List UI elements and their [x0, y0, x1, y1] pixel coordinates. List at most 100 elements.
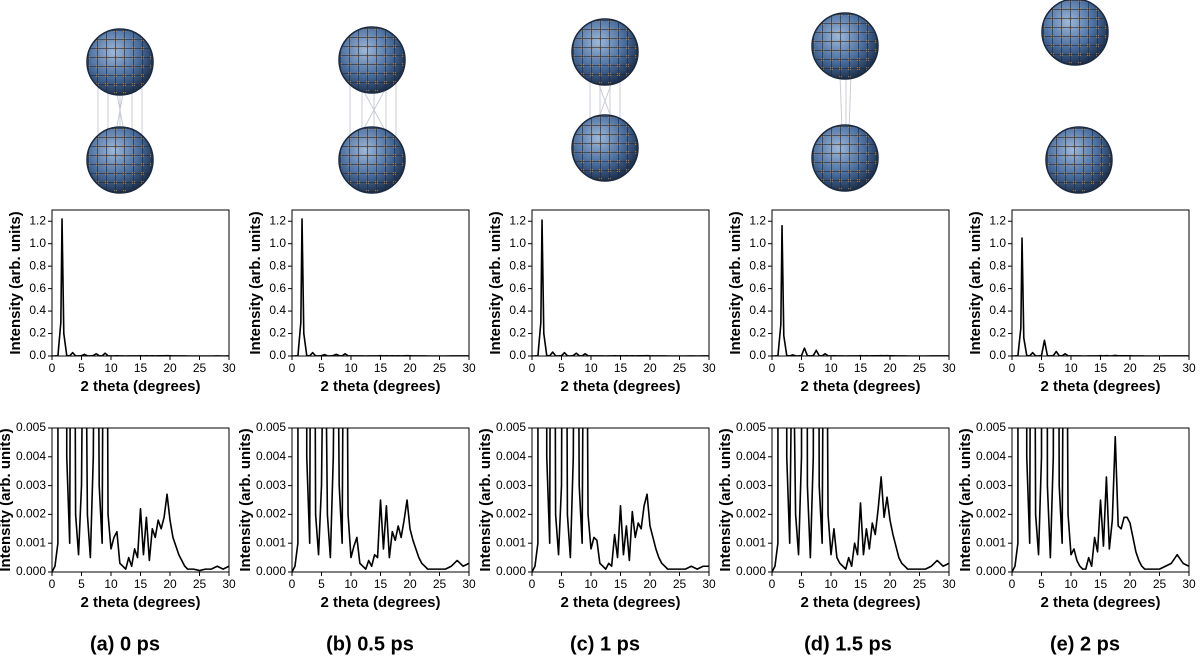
- data-line: [52, 218, 229, 356]
- y-tick-label: 0.000: [256, 564, 286, 578]
- y-tick-label: 0.4: [509, 303, 526, 317]
- x-axis-label: 2 theta (degrees): [1040, 594, 1160, 611]
- y-tick-label: 0.6: [269, 281, 286, 295]
- panel-caption: (b) 0.5 ps: [326, 633, 414, 655]
- data-line: [532, 219, 709, 356]
- y-axis-label: Intensity (arb. units): [247, 211, 264, 354]
- x-tick-label: 0: [769, 361, 776, 375]
- y-tick-label: 0.6: [29, 281, 46, 295]
- y-tick-label: 0.001: [496, 535, 526, 549]
- y-tick-label: 0.2: [29, 326, 46, 340]
- y-tick-label: 0.003: [976, 478, 1006, 492]
- x-tick-label: 5: [78, 361, 85, 375]
- x-tick-label: 30: [702, 577, 716, 591]
- y-tick-label: 0.003: [736, 478, 766, 492]
- y-axis-label: Intensity (arb. units): [717, 428, 734, 571]
- x-axis-label: 2 theta (degrees): [80, 378, 200, 395]
- plot-frame: [1011, 427, 1190, 573]
- x-tick-label: 20: [1123, 577, 1137, 591]
- x-tick-label: 5: [78, 577, 85, 591]
- y-tick-label: 1.0: [509, 236, 526, 250]
- plot-frame: [771, 427, 950, 573]
- x-tick-label: 0: [1009, 577, 1016, 591]
- y-tick-label: 0.003: [256, 478, 286, 492]
- x-tick-label: 20: [403, 577, 417, 591]
- y-tick-label: 0.001: [736, 535, 766, 549]
- data-line: [1012, 428, 1189, 572]
- y-tick-label: 0.000: [976, 564, 1006, 578]
- x-tick-label: 30: [702, 361, 716, 375]
- x-tick-label: 15: [854, 577, 868, 591]
- y-tick-label: 0.2: [269, 326, 286, 340]
- x-tick-label: 25: [1153, 361, 1167, 375]
- x-tick-label: 10: [104, 577, 118, 591]
- y-tick-label: 0.004: [16, 449, 46, 463]
- chart: 0.0 0.2 0.4 0.6 0.8 1.0 1.2 0 5 10 15 20 25 30 2 theta…: [7, 209, 236, 395]
- x-tick-label: 5: [798, 361, 805, 375]
- y-tick-label: 0.8: [269, 258, 286, 272]
- x-tick-label: 5: [558, 361, 565, 375]
- y-tick-label: 0.8: [749, 258, 766, 272]
- data-line: [1012, 237, 1189, 356]
- y-tick-label: 0.2: [509, 326, 526, 340]
- plot-frame: [51, 209, 230, 357]
- x-tick-label: 25: [913, 577, 927, 591]
- y-tick-label: 1.2: [749, 213, 766, 227]
- x-tick-label: 20: [1123, 361, 1137, 375]
- x-tick-label: 30: [1182, 577, 1196, 591]
- data-line: [52, 428, 229, 572]
- chart: 0.0 0.2 0.4 0.6 0.8 1.0 1.2 0 5 10 15 20 25 30 2 theta…: [967, 209, 1196, 395]
- y-tick-label: 0.0: [749, 348, 766, 362]
- y-tick-label: 0.005: [16, 420, 46, 434]
- plot-frame: [531, 427, 710, 573]
- panel-caption: (c) 1 ps: [570, 633, 640, 655]
- chart: 0.0 0.2 0.4 0.6 0.8 1.0 1.2 0 5 10 15 20 25 30 2 theta…: [247, 209, 476, 395]
- y-axis-label: Intensity (arb. units): [7, 211, 24, 354]
- plot-frame: [1011, 209, 1190, 357]
- x-tick-label: 30: [942, 577, 956, 591]
- y-tick-label: 0.8: [509, 258, 526, 272]
- x-tick-label: 30: [942, 361, 956, 375]
- y-tick-label: 0.002: [496, 507, 526, 521]
- x-tick-label: 25: [673, 577, 687, 591]
- y-tick-label: 0.003: [16, 478, 46, 492]
- panel-caption: (d) 1.5 ps: [804, 633, 892, 655]
- plot-frame: [291, 427, 470, 573]
- x-axis-label: 2 theta (degrees): [1040, 378, 1160, 395]
- x-tick-label: 0: [289, 577, 296, 591]
- y-tick-label: 0.004: [496, 449, 526, 463]
- x-tick-label: 20: [163, 361, 177, 375]
- y-tick-label: 1.0: [749, 236, 766, 250]
- x-tick-label: 30: [222, 361, 236, 375]
- y-axis-label: Intensity (arb. units): [957, 428, 974, 571]
- y-tick-label: 1.2: [269, 213, 286, 227]
- y-tick-label: 1.0: [269, 236, 286, 250]
- x-tick-label: 0: [769, 577, 776, 591]
- x-tick-label: 10: [584, 361, 598, 375]
- data-line: [772, 428, 949, 572]
- y-tick-label: 0.4: [269, 303, 286, 317]
- y-tick-label: 0.001: [256, 535, 286, 549]
- chart: 0.000 0.001 0.002 0.003 0.004 0.005 0 5 10 15 20 25…: [717, 420, 956, 611]
- x-tick-label: 5: [1038, 577, 1045, 591]
- y-tick-label: 0.004: [976, 449, 1006, 463]
- x-tick-label: 5: [318, 577, 325, 591]
- molecules: [97, 70, 852, 145]
- x-tick-label: 10: [584, 577, 598, 591]
- y-tick-label: 0.6: [989, 281, 1006, 295]
- data-line: [292, 428, 469, 572]
- y-tick-label: 0.6: [509, 281, 526, 295]
- x-tick-label: 10: [1064, 361, 1078, 375]
- chart: 0.0 0.2 0.4 0.6 0.8 1.0 1.2 0 5 10 15 20 25 30 2 theta…: [727, 209, 956, 395]
- x-tick-label: 15: [614, 361, 628, 375]
- x-tick-label: 0: [289, 361, 296, 375]
- y-tick-label: 0.000: [496, 564, 526, 578]
- y-tick-label: 1.2: [509, 213, 526, 227]
- y-axis-label: Intensity (arb. units): [0, 428, 14, 571]
- y-tick-label: 0.005: [976, 420, 1006, 434]
- y-tick-label: 0.8: [989, 258, 1006, 272]
- x-tick-label: 15: [1094, 577, 1108, 591]
- x-tick-label: 25: [433, 577, 447, 591]
- y-tick-label: 0.4: [989, 303, 1006, 317]
- x-axis-label: 2 theta (degrees): [560, 594, 680, 611]
